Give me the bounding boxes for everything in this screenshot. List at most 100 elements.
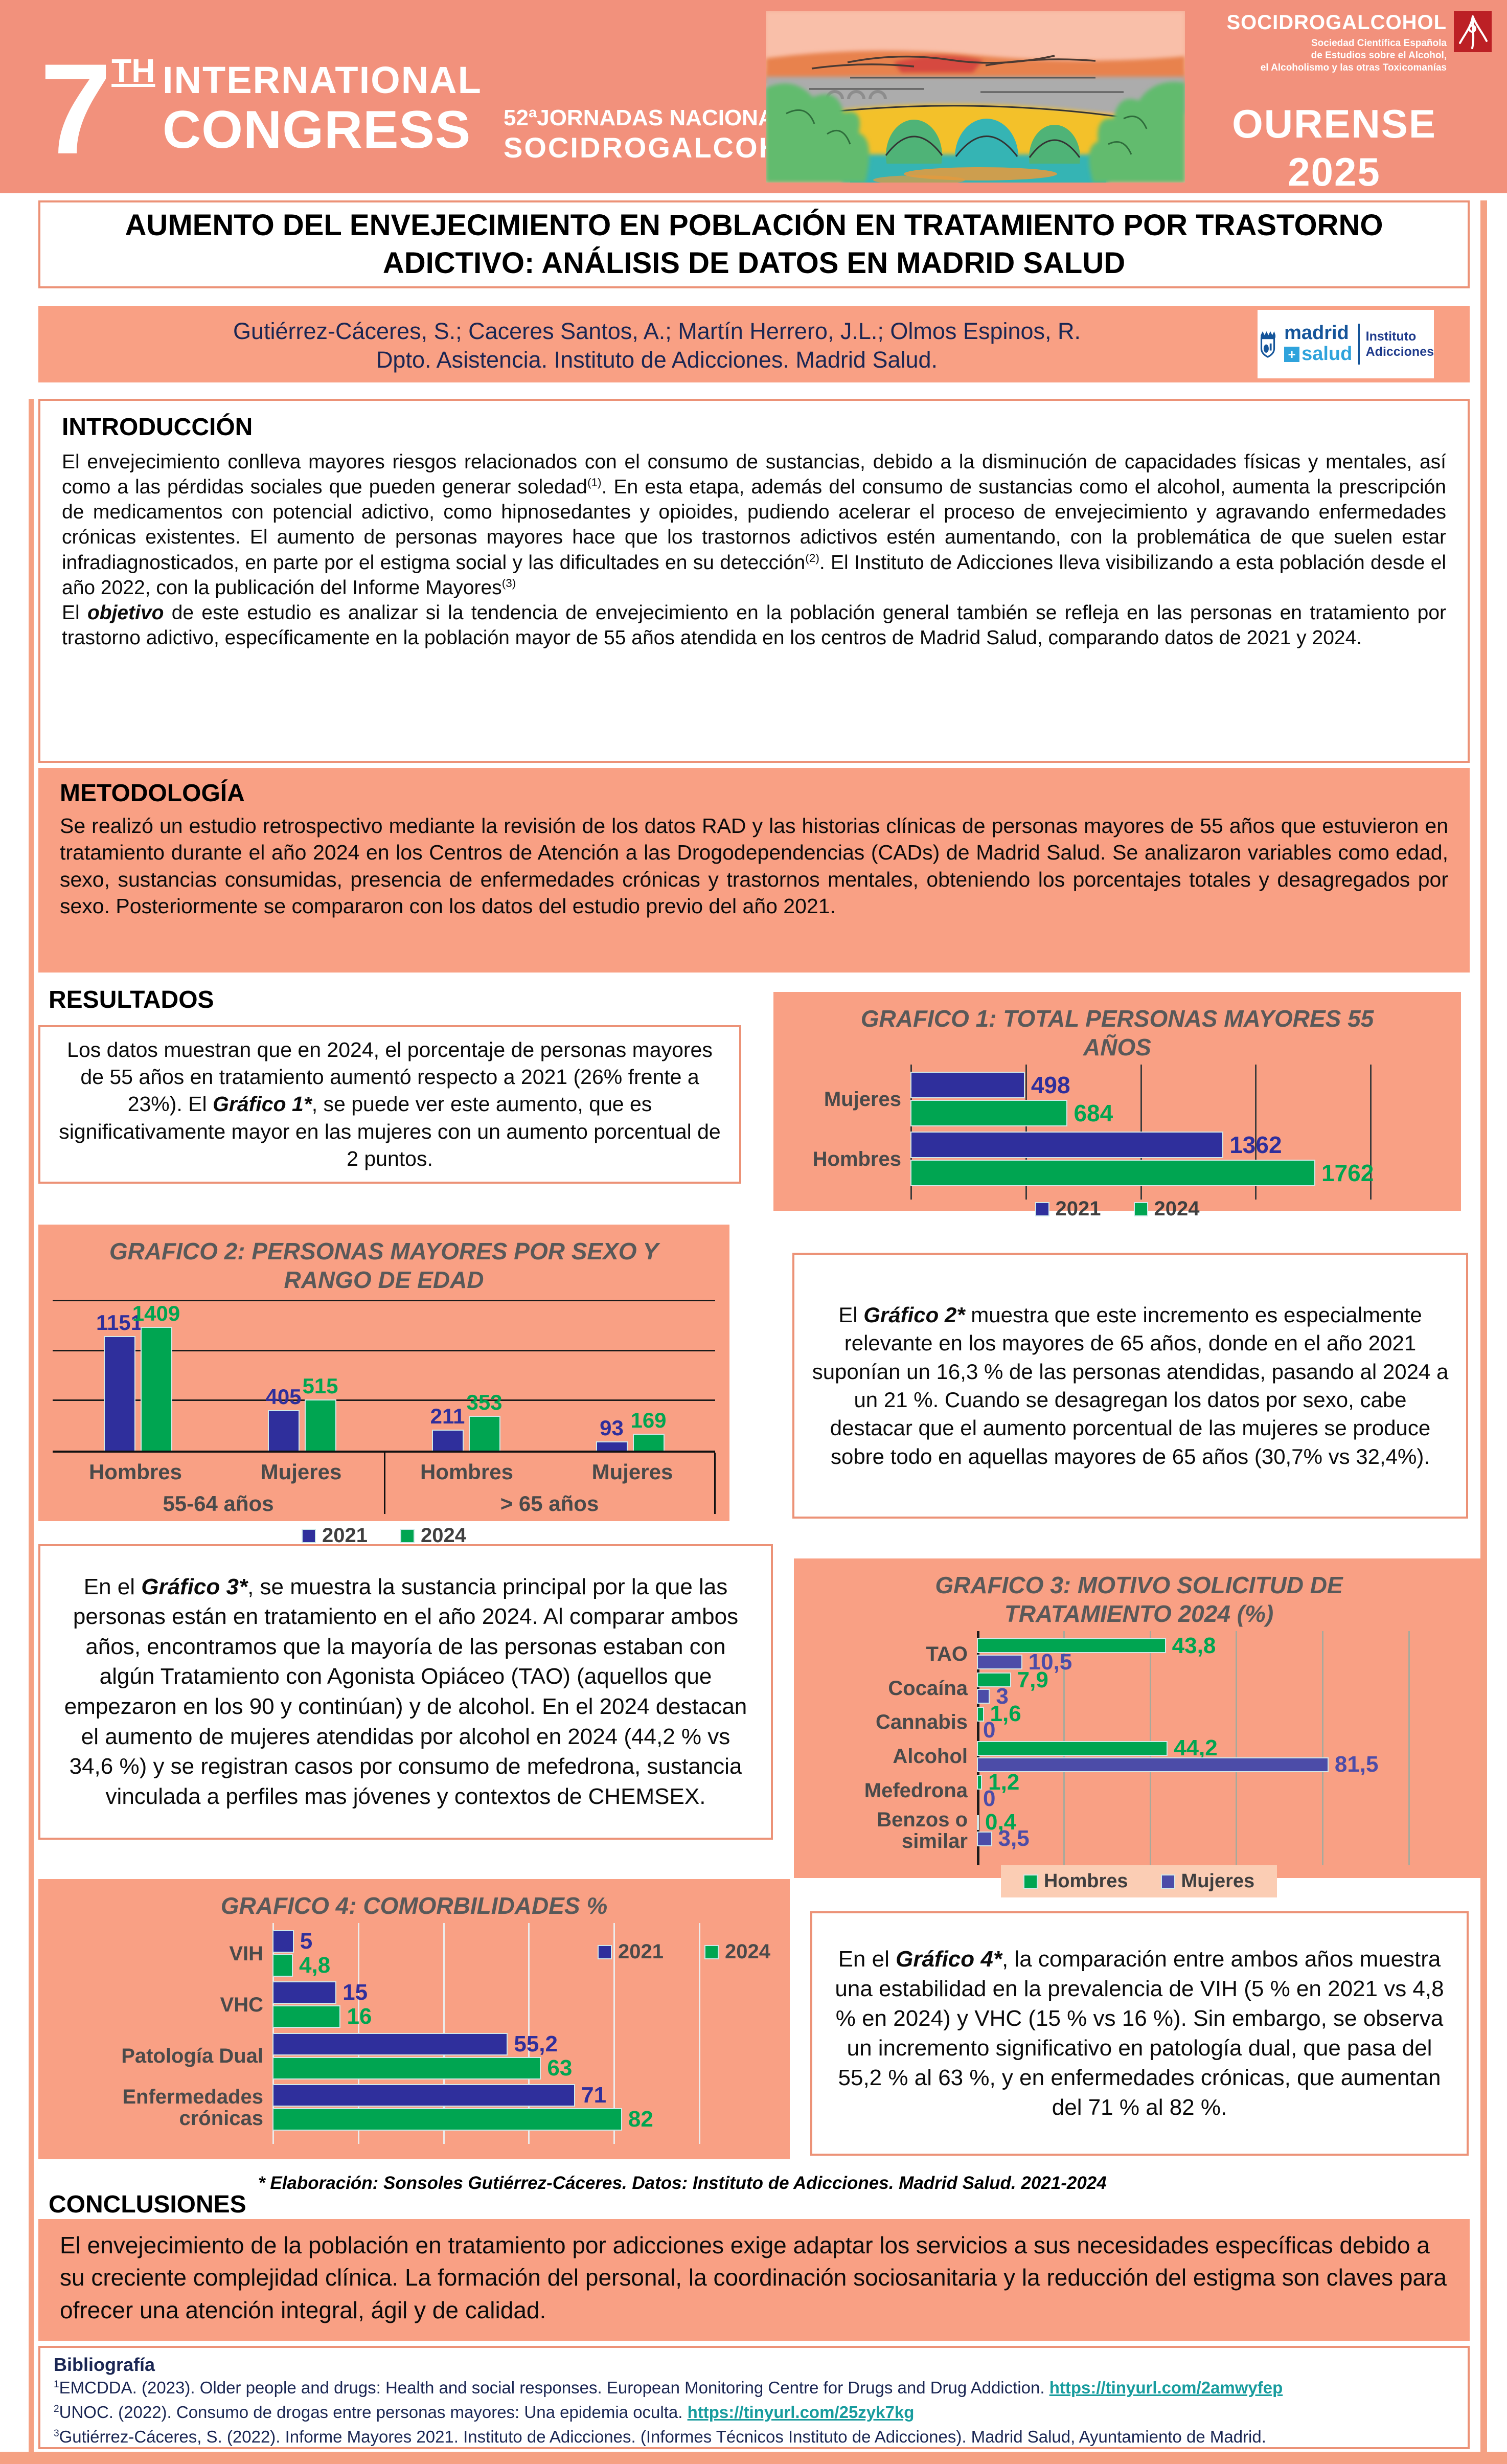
category-label: TAO	[926, 1642, 968, 1665]
bar-2024-Hombres-55-64 años	[140, 1327, 172, 1451]
reference-2-link[interactable]: https://tinyurl.com/25zyk7kg	[687, 2402, 915, 2422]
legend-swatch	[704, 1945, 719, 1959]
bar-Hombres-Cocaína	[977, 1672, 1011, 1688]
bar-value: 71	[581, 2083, 607, 2108]
resultados-heading: RESULTADOS	[49, 986, 214, 1013]
axis-sex-label: Hombres	[420, 1460, 514, 1484]
introduccion-paragraph-2: El objetivo de este estudio es analizar …	[62, 601, 1446, 649]
bar-Mujeres-Alcohol	[977, 1757, 1329, 1772]
category-label: VIH	[229, 1942, 263, 1965]
chart-legend: 2021 2024	[788, 1197, 1447, 1220]
legend-item-Hombres: Hombres	[1023, 1870, 1128, 1892]
gridline	[1408, 1631, 1410, 1866]
bar-value: 0	[983, 1785, 996, 1811]
society-name: SOCIDROGALCOHOL	[1226, 11, 1447, 34]
chart-row: Mujeres 498 684	[788, 1072, 1447, 1127]
bar-2021-Hombres-55-64 años	[103, 1336, 135, 1451]
category-label: Cannabis	[875, 1711, 968, 1734]
chart-group: 405 515	[220, 1301, 384, 1451]
grafico-4-text: En el Gráfico 4*, la comparación entre a…	[835, 1946, 1444, 2120]
header-banner: 7TH INTERNATIONAL CONGRESS 52ªJORNADAS N…	[0, 0, 1507, 193]
axis-sex-label: Hombres	[88, 1460, 182, 1484]
grafico-3: GRAFICO 3: MOTIVO SOLICITUD DE TRATAMIEN…	[794, 1558, 1484, 1898]
bar-value: 3,5	[998, 1826, 1030, 1851]
bar-Hombres-TAO	[977, 1638, 1166, 1654]
bar-value: 7,9	[1017, 1667, 1048, 1692]
bar-value: 44,2	[1174, 1735, 1218, 1761]
bar-2024-VHC	[272, 2005, 341, 2028]
legend-swatch	[1023, 1874, 1038, 1889]
legend-swatch	[302, 1528, 316, 1543]
grafico-3-text-box: En el Gráfico 3*, se muestra la sustanci…	[38, 1544, 773, 1840]
bar-value: 5	[300, 1929, 313, 1954]
bar-2021-Patología Dual	[272, 2032, 508, 2055]
bar-2024-VIH	[272, 1954, 293, 1977]
grafico-3-title: GRAFICO 3: MOTIVO SOLICITUD DE TRATAMIEN…	[935, 1572, 1343, 1627]
event-location: OURENSE 2025 | 16-18 OCTUBRE |	[1191, 100, 1477, 193]
chart-row: Cocaína 7,9 3	[808, 1667, 1470, 1709]
chart-plot: VIH 5 4,8 VHC 15 16 Patología Dual 55,2 63 Enferm…	[53, 1923, 775, 2144]
madrid-salud-logo: madrid + salud Instituto Adicciones	[1258, 310, 1434, 378]
congress-number: 7TH	[40, 37, 155, 181]
chart-row: Benzos o similar 0,4 3,5	[808, 1809, 1470, 1852]
chart-group: 93 169	[548, 1301, 712, 1451]
bar-value: 1362	[1229, 1132, 1282, 1159]
legend-item-2024: 2024	[704, 1940, 770, 1963]
category-label: Hombres	[812, 1147, 901, 1170]
gridline	[613, 1923, 615, 2144]
logo-instituto-text: Instituto Adicciones	[1365, 329, 1434, 359]
bar-value: 15	[342, 1980, 368, 2005]
congress-title: INTERNATIONAL CONGRESS	[163, 59, 482, 160]
bar-value: 93	[600, 1416, 624, 1440]
bar-value: 16	[347, 2004, 372, 2029]
chart-plot: Mujeres 498 684 Hombres 1362 1762	[788, 1065, 1447, 1200]
bar-value: 0,4	[985, 1810, 1017, 1835]
affiliation: Dpto. Asistencia. Instituto de Adiccione…	[376, 347, 938, 373]
category-label: Patología Dual	[121, 2045, 263, 2068]
reference-2: 2UNOC. (2022). Consumo de drogas entre p…	[54, 2402, 915, 2422]
bar-2021-Mujeres-> 65 años	[596, 1441, 628, 1451]
bar-2024-Mujeres-55-64 años	[304, 1399, 336, 1451]
bar-value: 169	[630, 1408, 667, 1433]
bar-2021-Mujeres	[910, 1072, 1025, 1099]
resultados-text: Los datos muestran que en 2024, el porce…	[59, 1037, 721, 1170]
axis-divider	[384, 1453, 385, 1514]
metodologia-text: Se realizó un estudio retrospectivo medi…	[60, 814, 1448, 918]
bar-Hombres-Benzos o similar	[977, 1815, 979, 1830]
legend-swatch	[598, 1945, 612, 1959]
resultados-text-box: Los datos muestran que en 2024, el porce…	[38, 1025, 741, 1184]
category-label: Alcohol	[893, 1745, 968, 1768]
bar-Hombres-Mefedrona	[977, 1775, 983, 1790]
reference-3: 3Gutiérrez-Cáceres, S. (2022). Informe M…	[54, 2427, 1266, 2446]
bar-value: 81,5	[1334, 1752, 1379, 1777]
bibliografia-heading: Bibliografía	[54, 2354, 155, 2375]
introduccion-paragraph-1: El envejecimiento conlleva mayores riesg…	[62, 451, 1446, 599]
logo-divider	[1358, 324, 1360, 365]
bar-2021-VHC	[272, 1981, 337, 2004]
socidrogalcohol-logo: SOCIDROGALCOHOL Sociedad Científica Espa…	[1226, 11, 1492, 74]
bar-2021-Enfermedades crónicas	[272, 2084, 576, 2107]
madrid-crest-icon	[1260, 331, 1276, 358]
bar-value: 515	[302, 1373, 338, 1398]
legend-swatch	[1160, 1874, 1175, 1889]
grafico-1: GRAFICO 1: TOTAL PERSONAS MAYORES 55 AÑO…	[773, 992, 1461, 1220]
authors: Gutiérrez-Cáceres, S.; Caceres Santos, A…	[233, 318, 1081, 344]
legend-item-2024: 2024	[1133, 1197, 1199, 1220]
gridline	[699, 1923, 700, 2144]
category-label: Mefedrona	[864, 1779, 968, 1802]
authors-band: Gutiérrez-Cáceres, S.; Caceres Santos, A…	[38, 306, 1470, 382]
grafico-2-text-box: El Gráfico 2* muestra que este increment…	[792, 1253, 1468, 1519]
conclusiones-heading: CONCLUSIONES	[49, 2191, 246, 2218]
bar-2024-Hombres-> 65 años	[468, 1415, 500, 1451]
bar-2024-Hombres	[910, 1160, 1316, 1187]
category-label: Benzos o similar	[877, 1809, 968, 1853]
reference-1-link[interactable]: https://tinyurl.com/2amwyfep	[1049, 2378, 1283, 2397]
bar-value: 1762	[1321, 1160, 1374, 1187]
legend-item-2021: 2021	[302, 1524, 368, 1547]
chart-row: Patología Dual 55,2 63	[53, 2031, 775, 2081]
introduccion-section: INTRODUCCIÓN El envejecimiento conlleva …	[38, 399, 1470, 763]
grafico-4: GRAFICO 4: COMORBILIDADES % VIH 5 4,8 VHC 15…	[38, 1879, 790, 2159]
chart-row: Alcohol 44,2 81,5	[808, 1735, 1470, 1777]
grafico-4-text-box: En el Gráfico 4*, la comparación entre a…	[810, 1911, 1469, 2156]
category-label: Mujeres	[824, 1088, 901, 1111]
